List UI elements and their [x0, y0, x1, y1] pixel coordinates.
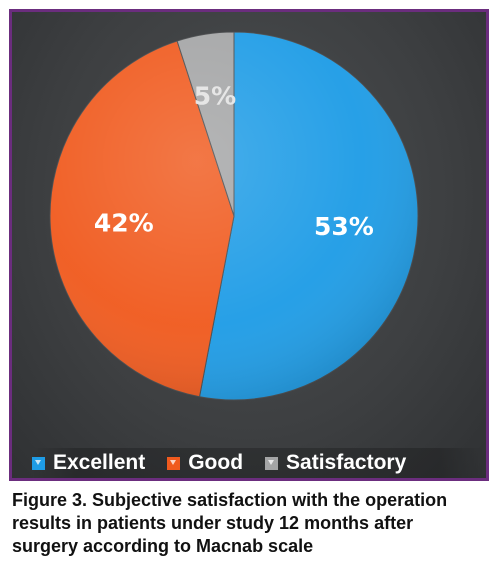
- legend-label-satisfactory: Satisfactory: [286, 451, 407, 474]
- data-label-satisfactory: 5%: [194, 82, 236, 111]
- legend-swatch-good: [167, 456, 181, 470]
- legend-swatch-satisfactory: [265, 456, 279, 470]
- pie-chart: 53% 42% 5%: [49, 31, 419, 401]
- figure-caption: Figure 3. Subjective satisfaction with t…: [12, 489, 482, 558]
- caption-line-2: results in patients under study 12 month…: [12, 513, 414, 533]
- caption-line-1: Figure 3. Subjective satisfaction with t…: [12, 490, 448, 510]
- legend-item-good: Good: [167, 451, 243, 475]
- data-label-excellent: 53%: [314, 212, 374, 241]
- legend-label-good: Good: [188, 451, 244, 474]
- legend-item-excellent: Excellent: [32, 451, 145, 475]
- legend-label-excellent: Excellent: [53, 451, 146, 474]
- caption-line-3: surgery according to Macnab scale: [12, 536, 314, 556]
- chart-frame: 53% 42% 5% Excellent Good Satisfactory: [9, 9, 489, 481]
- legend-item-satisfactory: Satisfactory: [265, 451, 406, 475]
- data-label-good: 42%: [94, 208, 154, 237]
- legend-swatch-excellent: [32, 456, 45, 470]
- legend: Excellent Good Satisfactory: [32, 448, 484, 478]
